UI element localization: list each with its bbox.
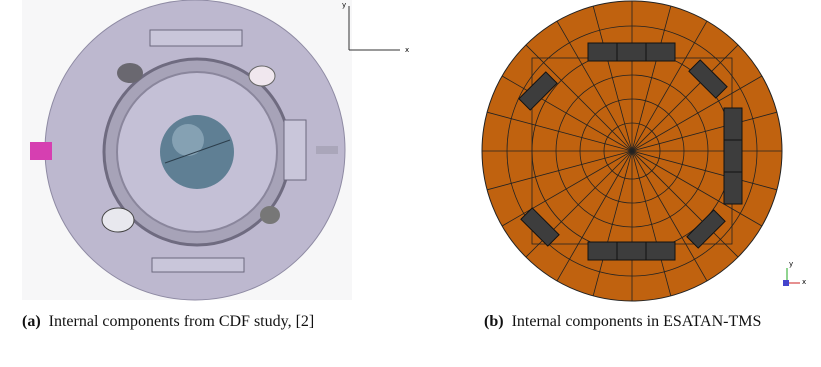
component [588, 242, 617, 260]
figure: y x y x [0, 0, 821, 305]
stub [316, 146, 338, 154]
caption-a: (a) Internal components from CDF study, … [22, 310, 342, 333]
component [102, 208, 134, 232]
component [617, 242, 646, 260]
component [150, 30, 242, 46]
thruster [30, 142, 52, 160]
component [117, 63, 143, 83]
component [724, 172, 742, 204]
caption-b: (b) Internal components in ESATAN-TMS [484, 310, 784, 333]
component [284, 120, 306, 180]
component [646, 242, 675, 260]
axis-label-x: x [405, 46, 409, 54]
component [260, 206, 280, 224]
component [617, 43, 646, 61]
caption-label: (b) [484, 313, 504, 330]
component [249, 66, 275, 86]
axis-label-y: y [789, 260, 793, 268]
component [152, 258, 244, 272]
component [724, 108, 742, 140]
axis-label-x: x [802, 278, 806, 286]
triad-origin [783, 280, 789, 286]
axis-label-y: y [342, 1, 346, 9]
caption-text: Internal components in ESATAN-TMS [512, 313, 762, 330]
component [724, 140, 742, 172]
component [646, 43, 675, 61]
page: y x y x (a) Internal components from CDF… [0, 0, 821, 367]
caption-text: Internal components from CDF study, [2] [49, 313, 315, 330]
component [588, 43, 617, 61]
caption-label: (a) [22, 313, 41, 330]
image-b [482, 1, 782, 301]
